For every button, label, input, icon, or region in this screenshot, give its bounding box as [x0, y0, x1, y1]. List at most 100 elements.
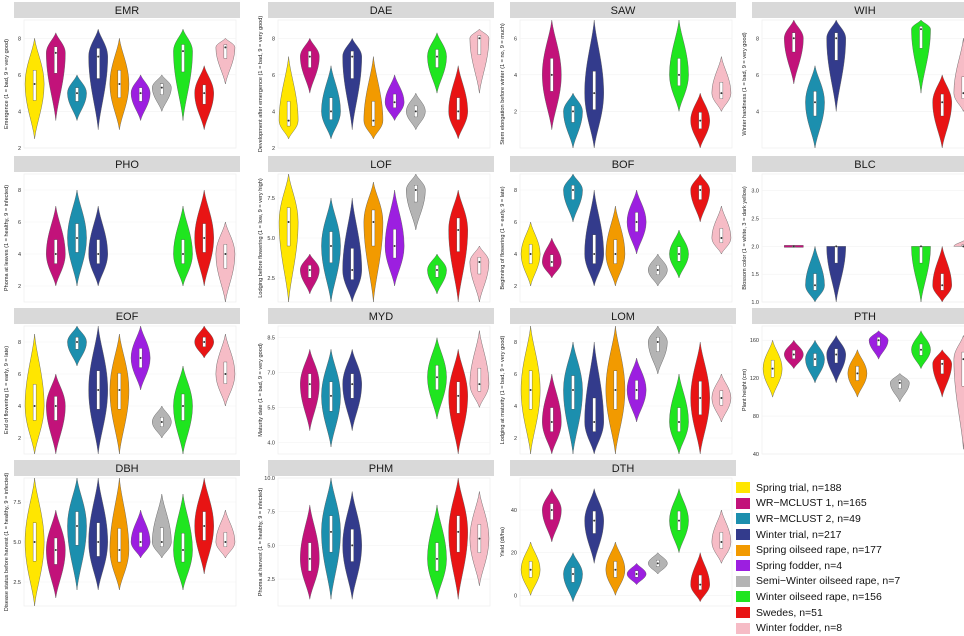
- violin-median: [593, 253, 596, 255]
- violin-box: [435, 542, 439, 572]
- violin-median: [656, 269, 659, 271]
- violin-box: [613, 239, 618, 264]
- y-tick-label: 2: [18, 284, 21, 290]
- violin-median: [224, 253, 227, 255]
- violin-box: [414, 185, 418, 203]
- panel-title: PHM: [369, 463, 393, 475]
- violin-shape: [363, 56, 384, 140]
- violin-median: [436, 269, 438, 271]
- violin-median: [33, 541, 36, 543]
- panel-title: MYD: [369, 311, 394, 323]
- violin-median: [308, 557, 311, 560]
- violin-shape: [953, 334, 964, 450]
- violin-box: [550, 407, 554, 432]
- violin-median: [550, 73, 553, 76]
- panel-strip: [268, 2, 494, 18]
- violin-median: [877, 339, 880, 342]
- violin-box: [435, 49, 439, 68]
- legend-swatch: [736, 622, 750, 634]
- violin-median: [308, 383, 311, 386]
- y-tick-label: 7.0: [267, 371, 275, 377]
- y-axis-label: Plant height (cm): [742, 369, 748, 411]
- y-tick-label: 4: [514, 404, 517, 410]
- violin-median: [182, 253, 184, 255]
- violin-median: [457, 530, 460, 533]
- y-tick-label: 0: [514, 593, 517, 599]
- violin-box: [117, 373, 122, 410]
- violin-shape: [152, 493, 172, 559]
- panel-strip: [268, 460, 494, 476]
- violin-box: [96, 239, 100, 264]
- violin-median: [814, 284, 816, 287]
- violin-box: [308, 373, 312, 399]
- violin-median: [414, 110, 417, 113]
- violin-median: [920, 348, 922, 351]
- panel-strip: [268, 156, 494, 172]
- violin-shape: [911, 246, 931, 303]
- y-axis-label: End of flowering (1 = early, 9 = late): [4, 346, 10, 434]
- legend-item: Winter trial, n=217: [736, 527, 962, 543]
- panel-strip: [752, 2, 964, 18]
- violin-median: [593, 519, 596, 522]
- violin-box: [456, 381, 460, 414]
- violin-box: [181, 393, 185, 421]
- violin-median: [372, 119, 375, 122]
- violin-shape: [46, 32, 66, 121]
- panel-strip: [510, 460, 736, 476]
- y-tick-label: 8: [514, 340, 517, 346]
- violin-median: [203, 237, 206, 239]
- violin-shape: [826, 246, 846, 303]
- violin-median: [76, 92, 78, 95]
- panel-title: SAW: [611, 5, 636, 17]
- violin-box: [96, 48, 100, 79]
- violin-box: [698, 185, 702, 200]
- y-tick-label: 6: [756, 73, 759, 79]
- y-tick-label: 2: [272, 146, 275, 152]
- violin-median: [920, 245, 922, 248]
- y-tick-label: 7.5: [267, 196, 275, 202]
- violin-median: [97, 389, 100, 391]
- violin-median: [678, 421, 680, 423]
- violin-shape: [278, 56, 299, 140]
- violin-box: [550, 503, 554, 520]
- legend-item: Winter oilseed rape, n=156: [736, 589, 962, 605]
- violin-box: [435, 265, 439, 278]
- y-tick-label: 6: [514, 220, 517, 226]
- violin-box: [961, 76, 964, 99]
- violin-median: [550, 509, 553, 511]
- violin-median: [856, 372, 859, 375]
- violin-median: [351, 55, 354, 58]
- violin-box: [898, 379, 902, 389]
- violin-median: [76, 341, 78, 343]
- y-tick-label: 2: [514, 436, 517, 442]
- legend-swatch: [736, 607, 750, 619]
- violin-box: [329, 231, 333, 263]
- y-tick-label: 6: [514, 372, 517, 378]
- y-axis-label: Winter hardiness (1 = bad, 9 = very good…: [742, 32, 748, 135]
- violin-box: [202, 84, 206, 105]
- violin-median: [139, 92, 142, 95]
- violin-median: [287, 221, 290, 223]
- y-tick-label: 8: [18, 36, 21, 42]
- y-axis-label: Development after emergence (1 = bad, 9 …: [258, 16, 264, 153]
- legend-label: Spring fodder, n=4: [756, 559, 843, 572]
- legend-label: Spring trial, n=188: [756, 481, 842, 494]
- violin-median: [835, 353, 838, 356]
- violin-median: [203, 341, 206, 343]
- panel-title: LOF: [370, 159, 392, 171]
- violin-box: [138, 87, 143, 102]
- y-tick-label: 2: [514, 109, 517, 115]
- violin-box: [792, 32, 796, 53]
- y-tick-label: 8: [514, 188, 517, 194]
- violin-figure: EMR Emergence (1 = bad, 9 = very good) 2 4 6…: [4, 2, 964, 634]
- violin-median: [720, 237, 723, 239]
- violin-median: [224, 46, 227, 49]
- violin-median: [54, 51, 57, 54]
- panel-strip: [14, 308, 240, 324]
- panel-strip: [14, 156, 240, 172]
- y-tick-label: 6: [272, 73, 275, 79]
- legend-item: Spring fodder, n=4: [736, 558, 962, 574]
- violin-box: [592, 71, 596, 110]
- violin-box: [571, 185, 575, 200]
- violin-median: [678, 519, 680, 522]
